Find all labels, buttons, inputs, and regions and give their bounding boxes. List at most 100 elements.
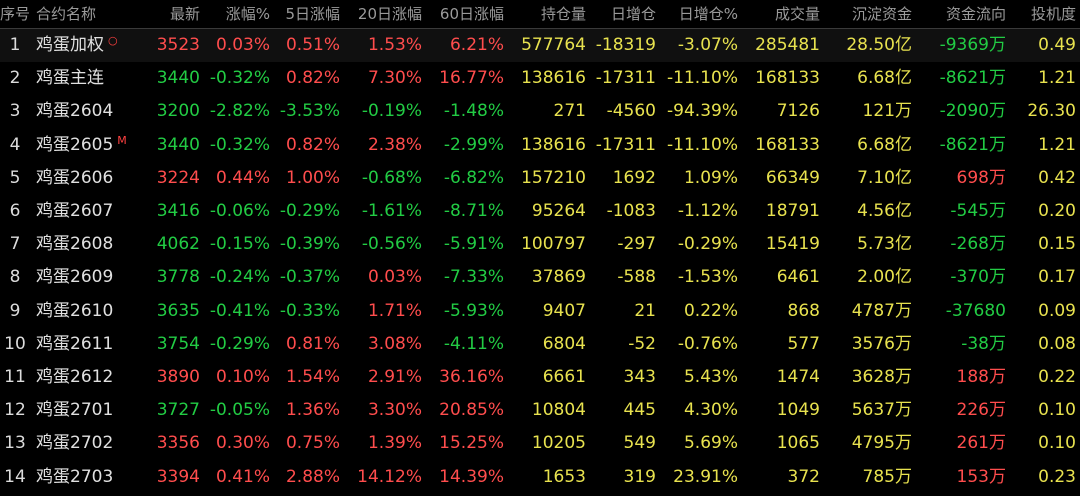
- header-oi[interactable]: 持仓量: [540, 4, 586, 23]
- header-last[interactable]: 最新: [169, 4, 200, 23]
- row-name: 鸡蛋2702: [36, 427, 148, 460]
- row-last: 3440: [156, 68, 200, 89]
- row-oi: 138616: [521, 134, 586, 155]
- row-settle-funds: 28.50亿: [846, 35, 912, 55]
- row-volume: 1065: [776, 433, 820, 454]
- table-row[interactable]: 13 鸡蛋2702 3356 0.30% 0.75% 1.39% 15.25% 10205 54…: [0, 427, 1080, 460]
- contract-name-text: 鸡蛋2605: [36, 134, 114, 155]
- header-name[interactable]: 合约名称: [36, 4, 97, 23]
- row-oi-chg: -17311: [595, 68, 656, 89]
- row-fund-flow: 188万: [956, 367, 1006, 387]
- row-oi-chg: -17311: [595, 134, 656, 155]
- table-row[interactable]: 1 鸡蛋加权 ○ 3523 0.03% 0.51% 1.53% 6.21% 577764 -183…: [0, 29, 1080, 62]
- header-chg20[interactable]: 20日涨幅: [357, 4, 422, 23]
- row-oi-chg-pct: 23.91%: [673, 466, 738, 487]
- row-fund-flow: -268万: [950, 234, 1006, 255]
- row-oi: 10804: [531, 400, 586, 421]
- row-oi-chg-pct: -3.07%: [677, 35, 738, 55]
- table-row[interactable]: 7 鸡蛋2608 4062 -0.15% -0.39% -0.56% -5.91% 10079…: [0, 228, 1080, 261]
- header-settle-funds[interactable]: 沉淀资金: [851, 4, 912, 23]
- row-chg60: 16.77%: [439, 68, 504, 89]
- row-oi-chg-pct: -11.10%: [667, 68, 738, 89]
- table-row[interactable]: 6 鸡蛋2607 3416 -0.06% -0.29% -1.61% -8.71% 95264…: [0, 195, 1080, 228]
- row-chg-pct: -0.32%: [209, 134, 270, 155]
- table-row[interactable]: 9 鸡蛋2610 3635 -0.41% -0.33% 1.71% -5.93% 9407 21…: [0, 295, 1080, 328]
- header-chg5[interactable]: 5日涨幅: [285, 4, 340, 23]
- contract-name-text: 鸡蛋2604: [36, 101, 114, 122]
- header-chg-pct[interactable]: 涨幅%: [225, 4, 270, 23]
- row-last: 3635: [156, 300, 200, 321]
- contract-name-text: 鸡蛋2606: [36, 167, 114, 188]
- row-oi: 157210: [521, 167, 586, 188]
- row-last: 3416: [156, 201, 200, 221]
- table-row[interactable]: 2 鸡蛋主连 3440 -0.32% 0.82% 7.30% 16.77% 138616 -17…: [0, 62, 1080, 95]
- row-chg20: 3.30%: [367, 400, 422, 421]
- row-speculation: 1.21: [1038, 134, 1076, 155]
- row-oi-chg-pct: 4.30%: [683, 400, 738, 421]
- contract-tag-badge: M: [117, 133, 127, 147]
- header-fund-flow[interactable]: 资金流向: [945, 4, 1006, 23]
- row-seq: 3: [9, 101, 21, 122]
- row-last: 4062: [156, 234, 200, 255]
- table-row[interactable]: 5 鸡蛋2606 3224 0.44% 1.00% -0.68% -6.82% 157210 1…: [0, 162, 1080, 195]
- row-chg20: 0.03%: [367, 267, 422, 288]
- row-fund-flow: -37680: [945, 300, 1006, 321]
- header-volume[interactable]: 成交量: [774, 4, 820, 23]
- row-chg5: 2.88%: [285, 466, 340, 487]
- row-volume: 66349: [765, 167, 820, 188]
- row-oi: 9407: [542, 300, 586, 321]
- table-row[interactable]: 10 鸡蛋2611 3754 -0.29% 0.81% 3.08% -4.11% 6804 -5…: [0, 328, 1080, 361]
- row-last: 3890: [156, 367, 200, 387]
- row-fund-flow: -8621万: [939, 68, 1006, 89]
- row-volume: 1049: [776, 400, 820, 421]
- table-row[interactable]: 12 鸡蛋2701 3727 -0.05% 1.36% 3.30% 20.85% 10804 4…: [0, 394, 1080, 427]
- row-last: 3440: [156, 134, 200, 155]
- row-name: 鸡蛋2609: [36, 261, 148, 294]
- row-speculation: 0.49: [1038, 35, 1076, 55]
- row-fund-flow: -8621万: [939, 134, 1006, 155]
- row-volume: 285481: [755, 35, 820, 55]
- row-chg5: -0.37%: [279, 267, 340, 288]
- row-chg5: -0.39%: [279, 234, 340, 255]
- row-settle-funds: 3628万: [851, 367, 912, 387]
- header-chg60[interactable]: 60日涨幅: [439, 4, 504, 23]
- row-volume: 18791: [765, 201, 820, 221]
- row-chg20: 14.12%: [357, 466, 422, 487]
- row-speculation: 0.22: [1038, 367, 1076, 387]
- row-volume: 15419: [765, 234, 820, 255]
- row-settle-funds: 4795万: [851, 433, 912, 454]
- header-seq[interactable]: 序号: [0, 4, 31, 23]
- row-name: 鸡蛋加权 ○: [36, 29, 148, 62]
- table-row[interactable]: 8 鸡蛋2609 3778 -0.24% -0.37% 0.03% -7.33% 37869 -…: [0, 261, 1080, 294]
- row-chg-pct: -0.29%: [209, 333, 270, 354]
- row-settle-funds: 2.00亿: [857, 267, 912, 288]
- contract-name-text: 鸡蛋主连: [36, 68, 104, 89]
- row-last: 3200: [156, 101, 200, 122]
- header-speculation[interactable]: 投机度: [1030, 4, 1076, 23]
- table-row[interactable]: 3 鸡蛋2604 3200 -2.82% -3.53% -0.19% -1.48% 271 -4…: [0, 95, 1080, 128]
- row-chg60: -4.11%: [443, 333, 504, 354]
- row-oi-chg: 21: [634, 300, 656, 321]
- table-header: 序号 合约名称 最新 涨幅% 5日涨幅 20日涨幅 60日涨幅 持仓量 日增仓 …: [0, 0, 1080, 29]
- row-chg20: -0.19%: [361, 101, 422, 122]
- table-row[interactable]: 14 鸡蛋2703 3394 0.41% 2.88% 14.12% 14.39% 1653 31…: [0, 461, 1080, 494]
- row-chg20: 1.39%: [367, 433, 422, 454]
- row-last: 3754: [156, 333, 200, 354]
- contract-name-text: 鸡蛋2611: [36, 333, 114, 354]
- row-chg5: 1.54%: [285, 367, 340, 387]
- row-speculation: 0.42: [1038, 167, 1076, 188]
- row-seq: 2: [9, 68, 21, 89]
- header-oi-chg-pct[interactable]: 日增仓%: [678, 4, 738, 23]
- row-oi: 577764: [521, 35, 586, 55]
- row-chg5: -0.33%: [279, 300, 340, 321]
- contract-name-text: 鸡蛋2703: [36, 466, 114, 487]
- row-chg-pct: -0.15%: [209, 234, 270, 255]
- row-volume: 372: [787, 466, 820, 487]
- row-chg5: 0.75%: [285, 433, 340, 454]
- table-row[interactable]: 11 鸡蛋2612 3890 0.10% 1.54% 2.91% 36.16% 6661 343…: [0, 361, 1080, 394]
- row-volume: 168133: [755, 68, 820, 89]
- header-oi-chg[interactable]: 日增仓: [610, 4, 656, 23]
- table-row[interactable]: 4 鸡蛋2605 M 3440 -0.32% 0.82% 2.38% -2.99% 138616…: [0, 129, 1080, 162]
- row-oi-chg: 319: [623, 466, 656, 487]
- row-oi-chg-pct: -1.53%: [677, 267, 738, 288]
